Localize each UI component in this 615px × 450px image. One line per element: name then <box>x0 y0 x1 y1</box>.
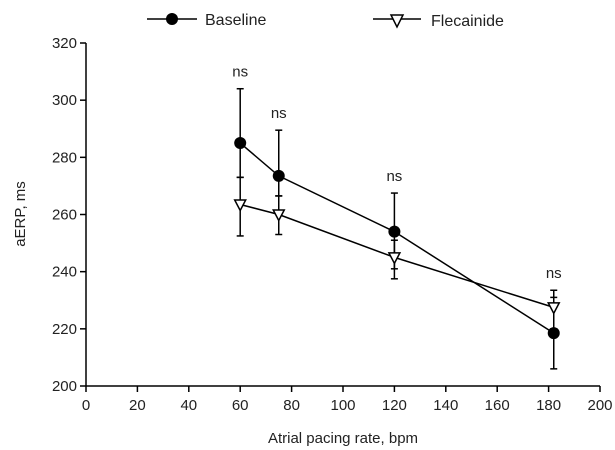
y-tick-label: 260 <box>52 207 77 224</box>
data-point-baseline <box>272 169 285 182</box>
x-tick-label: 200 <box>587 397 612 414</box>
annotation-label: ns <box>386 168 402 185</box>
data-point-flecainide <box>387 252 402 265</box>
x-tick-label: 100 <box>330 397 355 414</box>
series-flecainide <box>233 176 561 330</box>
y-tick-label: 240 <box>52 264 77 281</box>
data-point-flecainide <box>272 209 286 223</box>
axes <box>85 43 600 387</box>
legend-baseline-label: Baseline <box>205 12 266 29</box>
legend: Baseline Flecainide <box>147 12 504 30</box>
x-tick-label: 40 <box>180 397 197 414</box>
y-tick-label: 280 <box>52 149 77 166</box>
x-tick-label: 140 <box>433 397 458 414</box>
series-baseline <box>234 87 560 370</box>
series-line-flecainide <box>240 203 554 309</box>
legend-flecainide-marker <box>389 14 405 29</box>
data-point-baseline <box>388 225 401 238</box>
y-tick-label: 320 <box>52 35 77 52</box>
annotations: ns ns ns ns <box>232 64 561 283</box>
data-point-flecainide <box>233 199 247 213</box>
legend-item-baseline: Baseline <box>147 12 266 29</box>
annotation-label: ns <box>546 265 562 282</box>
x-ticks: 0 20 40 60 80 100 120 140 160 180 200 <box>82 386 613 414</box>
x-tick-label: 160 <box>485 397 510 414</box>
legend-item-flecainide: Flecainide <box>373 13 504 30</box>
y-tick-label: 300 <box>52 92 77 109</box>
y-axis-title: aERP, ms <box>12 181 29 247</box>
x-axis-title: Atrial pacing rate, bpm <box>268 430 418 447</box>
legend-baseline-marker <box>166 13 178 25</box>
data-point-flecainide <box>547 302 561 316</box>
x-tick-label: 80 <box>283 397 300 414</box>
y-ticks: 200 220 240 260 280 300 320 <box>52 35 86 395</box>
data-point-baseline <box>547 327 560 340</box>
x-tick-label: 120 <box>382 397 407 414</box>
x-tick-label: 60 <box>232 397 249 414</box>
y-tick-label: 220 <box>52 321 77 338</box>
data-point-baseline <box>234 137 247 150</box>
x-tick-label: 20 <box>129 397 146 414</box>
x-tick-label: 0 <box>82 397 90 414</box>
series-layer <box>233 87 561 370</box>
legend-flecainide-label: Flecainide <box>431 13 504 30</box>
annotation-label: ns <box>271 105 287 122</box>
annotation-label: ns <box>232 64 248 81</box>
y-tick-label: 200 <box>52 378 77 395</box>
x-tick-label: 180 <box>536 397 561 414</box>
